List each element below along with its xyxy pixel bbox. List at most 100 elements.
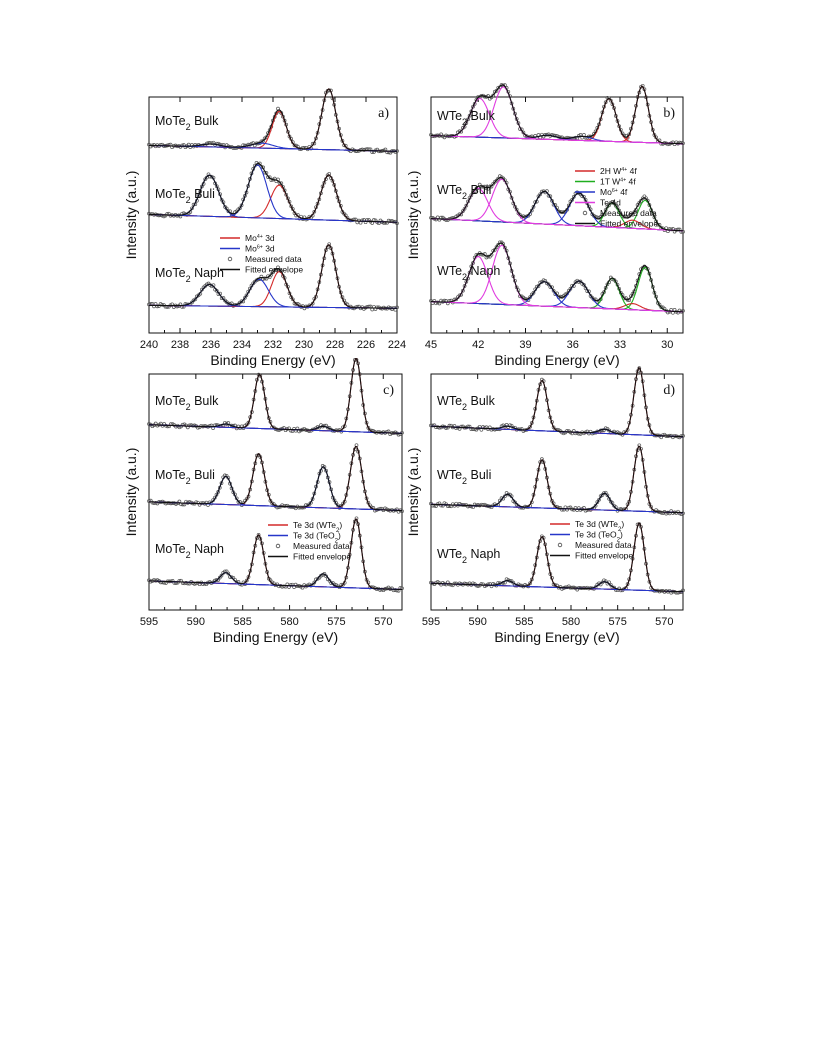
measured-data-point <box>395 305 399 310</box>
series-mote2-buli <box>147 443 404 514</box>
measured-data-point <box>324 574 328 579</box>
x-tick-label: 575 <box>608 616 626 628</box>
fitted-envelope-line <box>431 242 683 313</box>
measured-data-point <box>538 192 543 197</box>
measured-data-point <box>546 282 551 287</box>
legend-label: Measured data <box>575 540 632 550</box>
panel-letter: c) <box>383 383 394 398</box>
measured-data-point <box>229 575 234 580</box>
measured-data-point <box>166 143 171 147</box>
legend-marker <box>582 210 588 216</box>
x-axis-label: Binding Energy (eV) <box>494 629 619 645</box>
x-tick-label: 570 <box>655 616 673 628</box>
legend-label: Fitted envelope <box>600 219 658 229</box>
x-tick-label: 228 <box>326 339 344 351</box>
series-mote2-bulk <box>147 357 404 437</box>
measured-data-point <box>430 423 435 428</box>
legend-label: Mo6+ 3d <box>245 244 275 254</box>
chart-panel-b: 45 42 39 36 33 30 Binding Energy (eV) Intensity… <box>405 83 685 368</box>
legend-label: Measured data <box>245 254 302 264</box>
measured-data-point <box>336 503 340 508</box>
y-axis-label: Intensity (a.u.) <box>123 171 139 260</box>
measured-data-point <box>434 580 438 585</box>
measured-data-point <box>607 428 611 433</box>
measured-data-point <box>209 141 214 146</box>
measured-data-point <box>256 533 261 537</box>
measured-data-point <box>521 130 526 135</box>
fitted-envelope-line <box>431 366 683 438</box>
measured-data-point <box>395 507 399 512</box>
legend-label: Mo4+ 3d <box>245 233 275 243</box>
sample-label: MoTe2 Buli <box>155 468 215 486</box>
measured-data-point <box>608 98 613 103</box>
x-tick-label: 585 <box>234 616 252 628</box>
fitted-envelope-line <box>431 84 684 145</box>
sample-label: WTe2 Naph <box>437 547 500 565</box>
sample-label: WTe2 Buli <box>437 468 491 486</box>
fitted-envelope-line <box>148 88 397 152</box>
measured-data-point <box>243 296 247 300</box>
legend-label: Fitted envelope <box>293 552 351 562</box>
measured-data-point <box>439 503 443 508</box>
plot-frame <box>148 373 403 611</box>
measured-data-point <box>288 583 293 587</box>
x-tick-label: 30 <box>661 339 673 351</box>
sample-label: MoTe2 Naph <box>155 266 224 284</box>
measured-data-point <box>283 504 288 508</box>
measured-data-point <box>312 580 317 585</box>
measured-data-point <box>236 500 241 504</box>
sample-label: WTe2 Naph <box>437 264 500 282</box>
measured-data-point <box>294 302 298 306</box>
measured-data-point <box>461 209 465 213</box>
measured-data-point <box>355 149 360 154</box>
measured-data-point <box>244 578 249 583</box>
legend-label: Fitted envelope <box>575 551 633 561</box>
series-wte2-buli <box>429 174 685 234</box>
measured-data-point <box>199 423 204 428</box>
measured-data-point <box>545 132 549 137</box>
legend-label: Te 3d (WTe2) <box>575 519 624 533</box>
measured-data-point <box>312 209 317 214</box>
measured-data-point <box>429 215 433 220</box>
measured-data-point <box>536 284 541 288</box>
series-mote2-bulk <box>147 88 399 155</box>
x-tick-label: 226 <box>357 339 375 351</box>
x-tick-label: 224 <box>388 339 406 351</box>
fitted-envelope-line <box>148 357 403 434</box>
measured-data-point <box>531 291 536 295</box>
measured-data-point <box>550 133 554 137</box>
measured-data-point <box>261 138 265 143</box>
fitted-envelope-line <box>431 522 683 593</box>
sample-label: MoTe2 Bulk <box>155 394 219 412</box>
legend-label: 2H W4+ 4f <box>600 166 637 176</box>
x-tick-label: 45 <box>425 339 437 351</box>
measured-data-point <box>605 493 610 498</box>
fitted-envelope-line <box>149 518 402 591</box>
chart-panel-c: 595 590 585 580 575 570 Binding Energy (eV) Int… <box>123 357 404 645</box>
measured-data-point <box>393 588 398 592</box>
measured-data-point <box>659 305 664 309</box>
measured-data-point <box>202 424 207 428</box>
chart-panel-d: 595 590 585 580 575 570 Binding Energy (eV) Int… <box>405 366 685 645</box>
legend-label: Fitted envelope <box>245 265 303 275</box>
measured-data-point <box>239 299 244 304</box>
measured-data-point <box>494 89 499 93</box>
measured-data-point <box>386 305 391 310</box>
fitted-envelope-line <box>431 176 684 232</box>
measured-data-point <box>193 297 198 302</box>
measured-data-point <box>360 218 365 223</box>
measured-data-point <box>677 590 682 595</box>
measured-data-point <box>246 420 251 425</box>
y-axis-label: Intensity (a.u.) <box>405 171 421 260</box>
measured-data-point <box>429 423 433 428</box>
x-axis-label: Binding Energy (eV) <box>210 352 335 368</box>
x-tick-label: 580 <box>562 616 580 628</box>
measured-data-point <box>327 242 332 247</box>
measured-data-point <box>184 581 188 585</box>
measured-data-point <box>219 573 224 578</box>
measured-data-point <box>175 304 179 309</box>
fitted-envelope-line <box>148 162 398 223</box>
measured-data-point <box>158 142 163 147</box>
legend-label: Te 3d (TeO2) <box>293 531 341 545</box>
measured-data-point <box>561 210 566 214</box>
